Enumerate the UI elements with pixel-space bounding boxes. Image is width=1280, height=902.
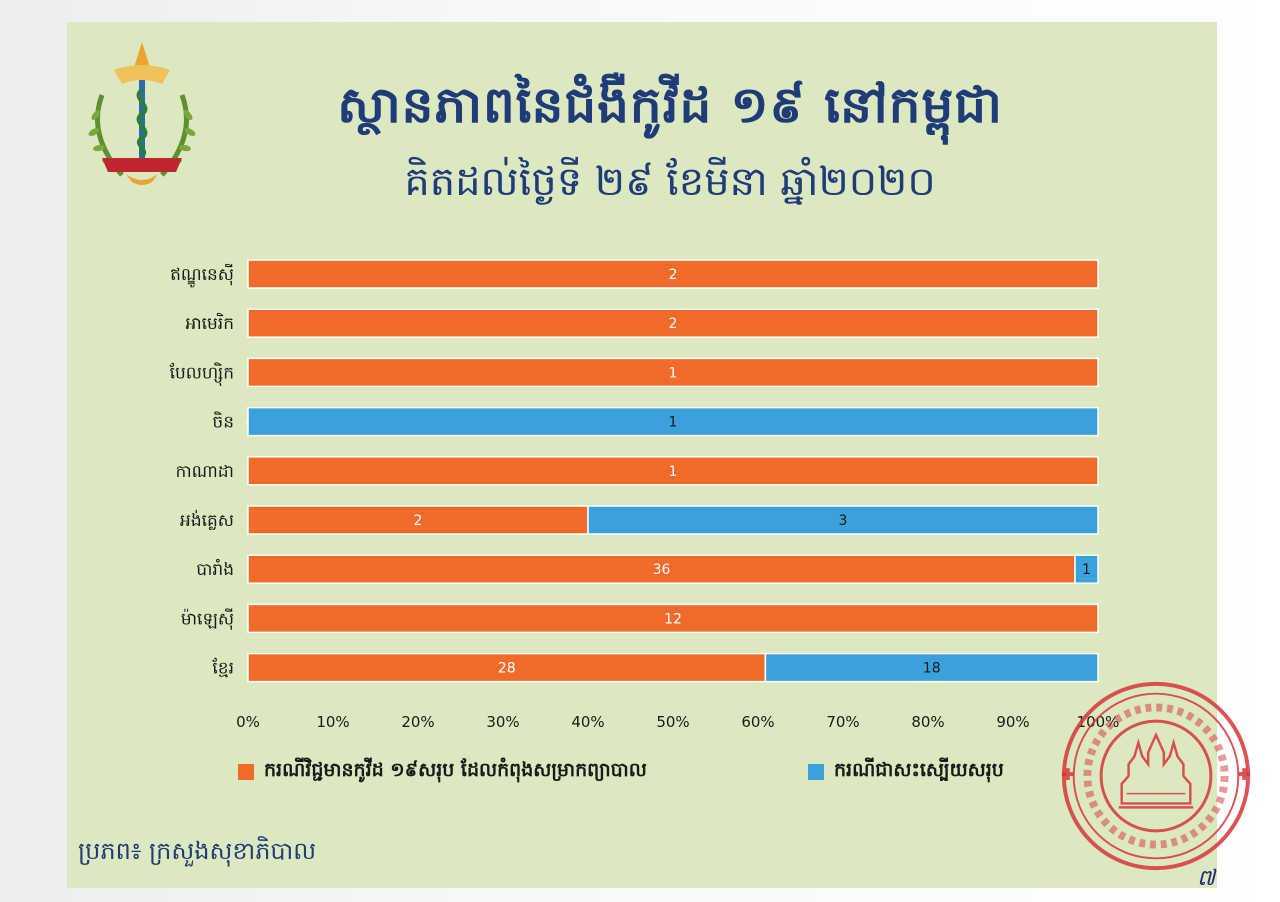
category-label: ខ្មែរ — [212, 658, 234, 679]
bar-segment — [247, 456, 1099, 486]
page-subtitle: គិតដល់ថ្ងៃទី ២៩ ខែមីនា ឆ្នាំ២០២០ — [404, 159, 936, 205]
bar-segment — [247, 505, 589, 535]
data-label: 1 — [1082, 562, 1091, 578]
x-tick-label: 40% — [571, 713, 604, 731]
source-note: ប្រភព៖ ក្រសួងសុខាភិបាល — [78, 837, 317, 865]
legend-swatch-orange — [238, 764, 254, 780]
stacked-bar-chart: ឥណ្ឌូនេស៊ី2អាមេរិក2បែលហ្ស៊ិក1ចិន01កាណាដា… — [170, 259, 1119, 731]
data-label: 18 — [923, 661, 941, 677]
category-label: កាណាដា — [175, 462, 234, 482]
bar-segment — [1074, 554, 1099, 584]
bar-segment — [247, 308, 1099, 338]
infographic-card — [67, 22, 1217, 888]
category-label: បារាំង — [196, 558, 234, 580]
data-label: 36 — [653, 562, 671, 578]
bar-segment — [247, 554, 1076, 584]
page-number: ៧ — [1197, 866, 1216, 891]
bar-segment — [247, 406, 1099, 437]
bar-segment — [247, 259, 1099, 289]
bar-segment — [587, 505, 1099, 535]
data-label: 2 — [414, 513, 423, 529]
data-label: 1 — [669, 365, 678, 381]
category-label: បែលហ្ស៊ិក — [170, 361, 234, 386]
x-tick-label: 70% — [826, 713, 859, 731]
page-title: ស្ថានភាពនៃជំងឺកូវីដ ១៩ នៅកម្ពុជា — [337, 76, 1003, 134]
data-label: 3 — [839, 513, 848, 529]
x-tick-label: 10% — [316, 713, 349, 731]
legend-item-active-cases: ករណីវិជ្ជមានកូវីដ ១៩សរុប ដែលកំពុងសម្រាកព… — [238, 757, 647, 787]
x-tick-label: 60% — [741, 713, 774, 731]
ministry-emblem — [88, 42, 196, 185]
data-label: 1 — [669, 415, 678, 431]
data-label: 28 — [498, 661, 516, 677]
x-tick-label: 80% — [911, 713, 944, 731]
x-tick-label: 90% — [996, 713, 1029, 731]
bar-segment — [764, 652, 1099, 683]
legend-swatch-blue — [808, 764, 824, 780]
category-label: ម៉ាឡេស៊ី — [181, 607, 234, 630]
x-tick-label: 20% — [401, 713, 434, 731]
bar-segment — [247, 603, 1099, 634]
category-label: ឥណ្ឌូនេស៊ី — [170, 263, 234, 288]
legend-label-active-cases: ករណីវិជ្ជមានកូវីដ ១៩សរុប ដែលកំពុងសម្រាកព… — [264, 759, 647, 781]
x-tick-label: 50% — [656, 713, 689, 731]
category-label: អង់គ្លេស — [180, 509, 234, 531]
data-label: 1 — [669, 464, 678, 480]
data-label: 12 — [664, 611, 682, 627]
x-tick-label: 30% — [486, 713, 519, 731]
legend-item-recovered: ករណីជាសះស្បើយសរុប — [808, 757, 1004, 787]
bar-segment — [247, 652, 767, 683]
official-seal-stamp — [1061, 681, 1251, 871]
x-tick-label: 0% — [236, 713, 260, 731]
category-label: ចិន — [212, 411, 234, 433]
category-label: អាមេរិក — [185, 312, 234, 334]
data-label: 2 — [669, 316, 678, 332]
bar-segment — [247, 357, 1099, 388]
data-label: 2 — [669, 267, 678, 283]
legend-label-recovered: ករណីជាសះស្បើយសរុប — [834, 759, 1004, 781]
